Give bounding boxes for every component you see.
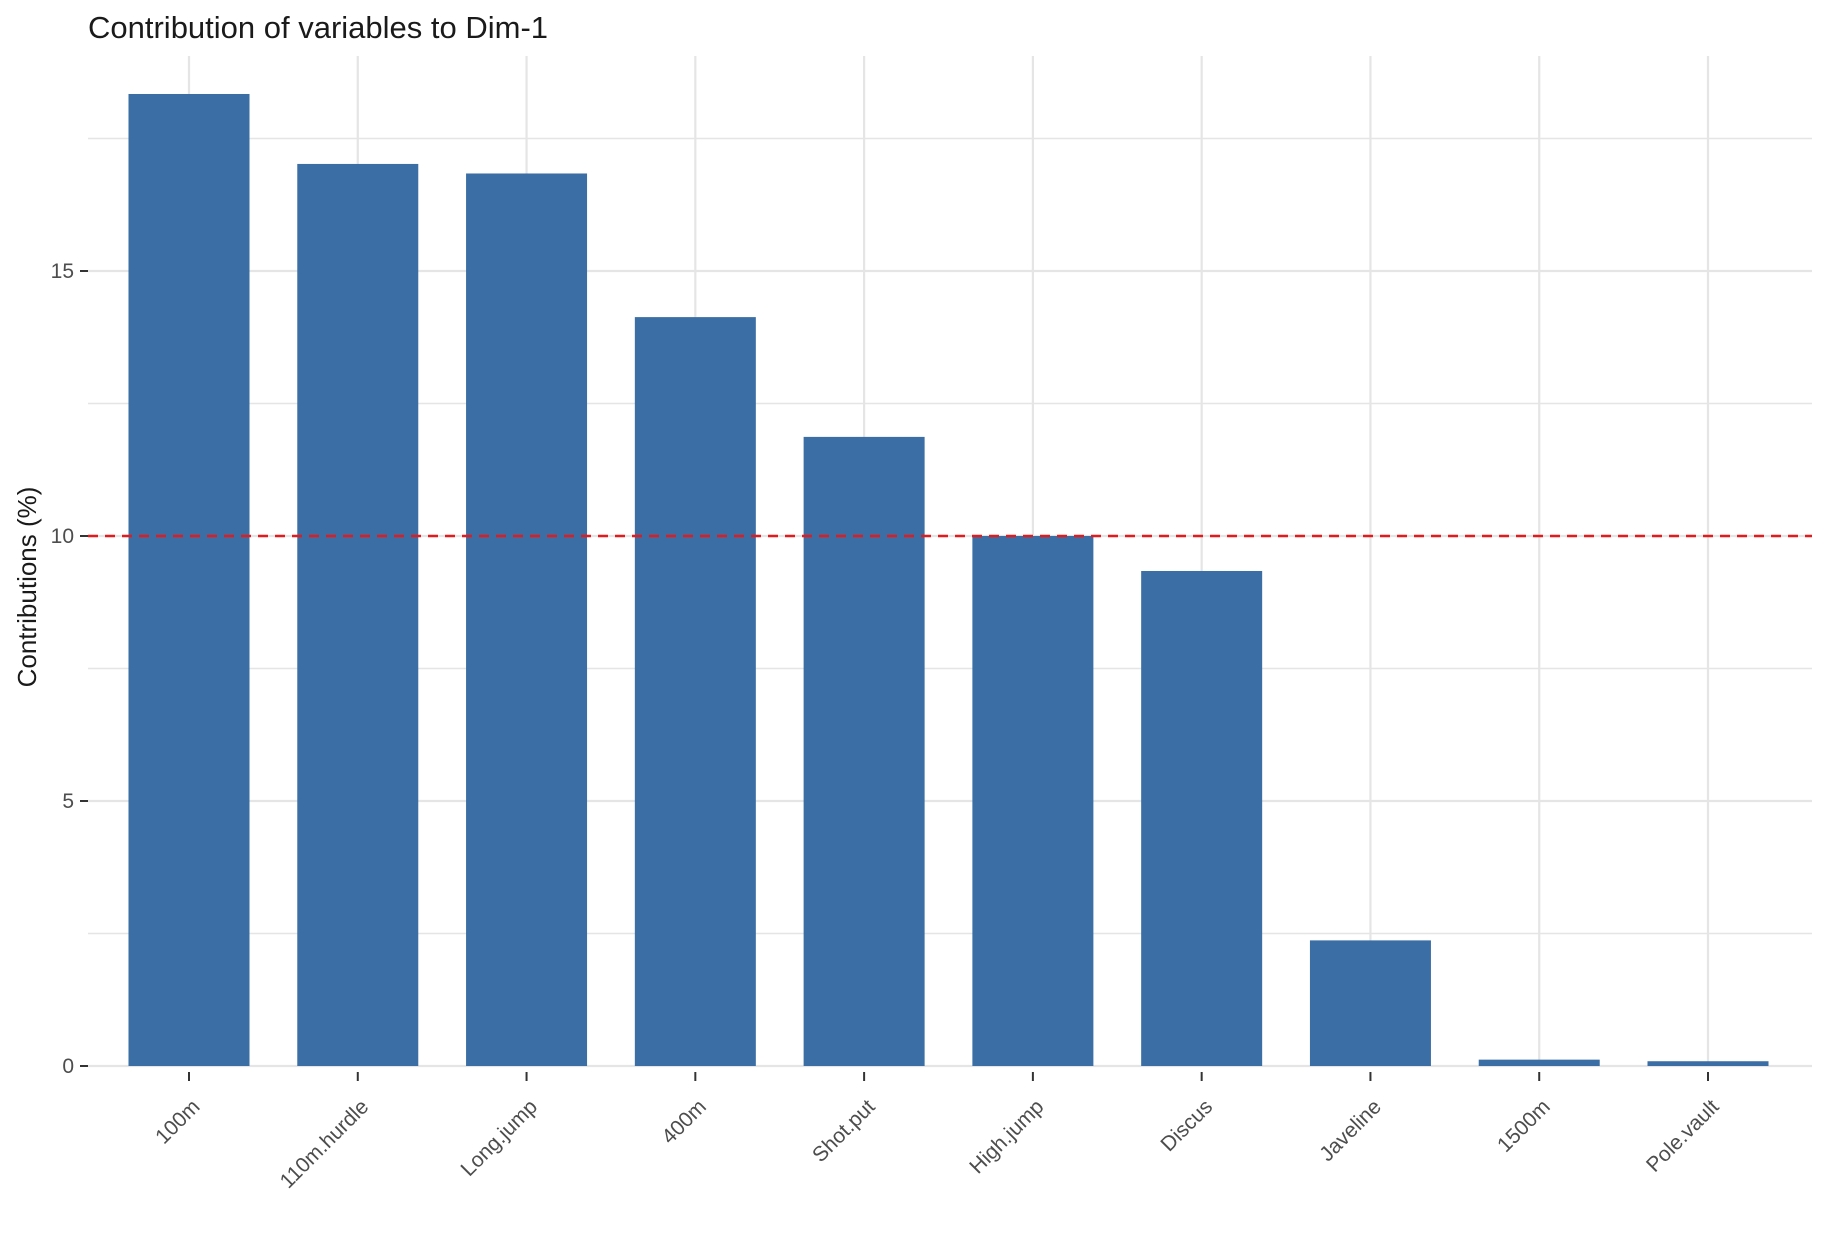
x-tick-label: Shot.put: [808, 1095, 880, 1167]
bar-pole-vault: [1647, 1061, 1769, 1066]
x-tick-label: High.jump: [965, 1095, 1048, 1178]
bar-100m: [128, 93, 250, 1067]
bar-high-jump: [972, 536, 1094, 1066]
bar-shot-put: [803, 436, 925, 1066]
bars: [128, 93, 1769, 1067]
chart-title: Contribution of variables to Dim-1: [88, 10, 548, 45]
x-tick-label: 100m: [151, 1095, 204, 1148]
x-tick-label: 1500m: [1493, 1095, 1555, 1157]
bar-discus: [1141, 570, 1263, 1066]
bar-long-jump: [466, 173, 588, 1067]
x-tick-label: 400m: [657, 1095, 710, 1148]
y-axis-label: Contributions (%): [12, 487, 42, 688]
x-tick-label: Long.jump: [456, 1095, 542, 1181]
bar-110m-hurdle: [297, 163, 419, 1066]
y-tick-label: 10: [51, 525, 74, 548]
bar-javeline: [1309, 940, 1431, 1066]
y-tick-label: 5: [62, 790, 74, 813]
x-tick-label: Javeline: [1315, 1095, 1386, 1166]
bar-1500m: [1478, 1059, 1600, 1066]
bar-400m: [634, 317, 756, 1066]
x-tick-label: Pole.vault: [1642, 1095, 1724, 1177]
x-tick-label: 110m.hurdle: [276, 1095, 374, 1193]
y-tick-label: 15: [51, 260, 74, 283]
x-tick-label: Discus: [1156, 1095, 1217, 1156]
y-tick-label: 0: [62, 1055, 74, 1078]
